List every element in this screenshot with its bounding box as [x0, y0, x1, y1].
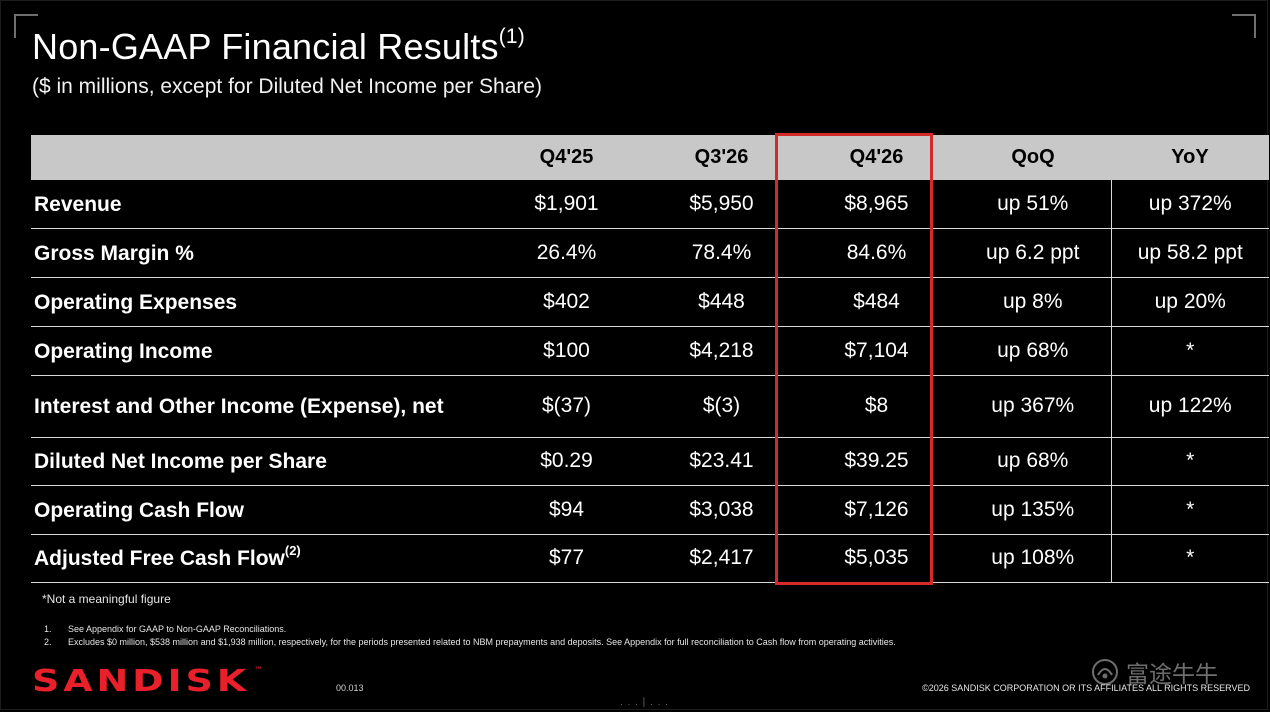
cell-q4-26: $5,035 — [844, 546, 909, 569]
row-label: Adjusted Free Cash Flow(2) — [31, 534, 488, 582]
footnote-2: 2. Excludes $0 million, $538 million and … — [44, 637, 896, 647]
cell-qoq: up 135% — [991, 497, 1075, 521]
row-label: Interest and Other Income (Expense), net — [31, 375, 488, 437]
corner-mark-top-right — [1232, 14, 1256, 38]
cell-qoq: up 8% — [1002, 289, 1063, 313]
cell-q4-25: $1,901 — [534, 191, 599, 215]
sandisk-logo-trademark: ™ — [254, 666, 263, 676]
cell-qoq: up 51% — [997, 191, 1069, 215]
cell-q4-25: $100 — [543, 338, 590, 362]
slide-title-footnote-ref: (1) — [498, 25, 525, 48]
footnote-number: 1. — [44, 624, 52, 634]
sandisk-logo: SANDISK ™ — [32, 663, 272, 702]
footnote-1: 1. See Appendix for GAAP to Non-GAAP Reco… — [44, 624, 286, 634]
cell-q4-25: $(37) — [541, 394, 592, 417]
row-label-text: Revenue — [34, 192, 122, 216]
slide-nav-dots: . . . | . . . — [620, 697, 669, 708]
table-row: Operating Income $100 $4,218 $7,104 up 6… — [31, 326, 1269, 375]
header-cell-yoy: YoY — [1171, 146, 1209, 168]
cell-qoq: up 6.2 ppt — [986, 240, 1080, 264]
row-label-text: Gross Margin % — [34, 241, 194, 265]
header-cell-q3-26: Q3'26 — [694, 146, 749, 168]
table-row: Adjusted Free Cash Flow(2) $77 $2,417 $5… — [31, 534, 1269, 582]
cell-q4-26: $39.25 — [844, 449, 909, 472]
cell-yoy: * — [1110, 534, 1269, 582]
futu-logo-icon — [1092, 659, 1118, 685]
futu-watermark: 富途牛牛 — [1090, 655, 1218, 689]
cell-q4-25: 26.4% — [536, 240, 597, 264]
row-label: Operating Cash Flow — [31, 485, 488, 534]
row-label: Revenue — [31, 180, 488, 228]
cell-yoy: * — [1110, 437, 1269, 485]
row-label-text: Operating Expenses — [34, 290, 238, 314]
cell-qoq: up 367% — [991, 394, 1075, 417]
row-label: Operating Income — [31, 326, 488, 375]
cell-q3-26: $5,950 — [689, 191, 754, 215]
cell-q3-26: $448 — [698, 289, 745, 313]
cell-q3-26: $4,218 — [689, 338, 754, 362]
cell-q4-26: $8,965 — [844, 191, 909, 215]
cell-q4-26: $8 — [864, 394, 889, 417]
cell-q4-25: $94 — [548, 497, 585, 521]
table-row: Operating Expenses $402 $448 $484 up 8% … — [31, 277, 1269, 326]
row-label-text: Interest and Other Income (Expense), net — [34, 395, 444, 418]
slide-subtitle: ($ in millions, except for Diluted Net I… — [32, 75, 543, 98]
financial-results-table: Q4'25 Q3'26 Q4'26 QoQ YoY Revenue $1,901… — [31, 135, 1269, 583]
cell-yoy: up 372% — [1110, 180, 1269, 228]
watermark-text: 富途牛牛 — [1126, 662, 1218, 688]
cell-q4-26: $7,104 — [844, 338, 909, 362]
cell-q4-25: $402 — [543, 289, 590, 313]
footnote-text: See Appendix for GAAP to Non-GAAP Reconc… — [68, 624, 287, 634]
row-label: Diluted Net Income per Share — [31, 437, 488, 485]
page-number: 00.013 — [336, 683, 364, 693]
cell-q4-26: $7,126 — [844, 497, 909, 521]
cell-qoq: up 68% — [997, 449, 1069, 472]
table-row: Diluted Net Income per Share $0.29 $23.4… — [31, 437, 1269, 485]
not-meaningful-note: *Not a meaningful figure — [42, 592, 171, 606]
cell-yoy: up 58.2 ppt — [1110, 228, 1269, 277]
cell-q3-26: $2,417 — [689, 546, 754, 569]
slide-title-text: Non-GAAP Financial Results — [32, 26, 499, 67]
cell-q3-26: $(3) — [702, 394, 741, 417]
row-label: Gross Margin % — [31, 228, 488, 277]
row-label-text: Operating Cash Flow — [34, 498, 245, 522]
row-label-text: Adjusted Free Cash Flow — [34, 547, 285, 570]
cell-yoy: * — [1110, 485, 1269, 534]
row-label: Operating Expenses — [31, 277, 488, 326]
table-row: Gross Margin % 26.4% 78.4% 84.6% up 6.2 … — [31, 228, 1269, 277]
table-row: Revenue $1,901 $5,950 $8,965 up 51% up 3… — [31, 180, 1269, 228]
header-cell-q4-25: Q4'25 — [539, 146, 594, 168]
cell-q4-26: 84.6% — [846, 240, 907, 264]
cell-q4-25: $0.29 — [540, 449, 593, 472]
sandisk-logo-text: SANDISK — [32, 664, 250, 697]
footnote-number: 2. — [44, 637, 52, 647]
cell-q3-26: $3,038 — [689, 497, 754, 521]
row-label-text: Operating Income — [34, 339, 213, 363]
copyright-notice: ©2026 SANDISK CORPORATION OR ITS AFFILIA… — [922, 683, 1250, 693]
cell-q3-26: 78.4% — [691, 240, 752, 264]
header-cell-qoq: QoQ — [1011, 146, 1055, 168]
table-row: Interest and Other Income (Expense), net… — [31, 375, 1269, 437]
slide-title: Non-GAAP Financial Results(1) — [32, 25, 525, 68]
cell-yoy: up 20% — [1110, 277, 1269, 326]
cell-yoy: * — [1110, 326, 1269, 375]
cell-qoq: up 68% — [997, 338, 1069, 362]
footnote-text: Excludes $0 million, $538 million and $1… — [68, 637, 896, 647]
cell-qoq: up 108% — [991, 546, 1075, 569]
cell-q4-25: $77 — [548, 546, 585, 569]
row-label-text: Diluted Net Income per Share — [34, 450, 327, 473]
table-row: Operating Cash Flow $94 $3,038 $7,126 up… — [31, 485, 1269, 534]
header-cell-q4-26: Q4'26 — [849, 146, 904, 168]
table-header-row: Q4'25 Q3'26 Q4'26 QoQ YoY — [31, 135, 1269, 180]
row-label-sup: (2) — [284, 543, 301, 558]
cell-yoy: up 122% — [1110, 375, 1269, 437]
cell-q3-26: $23.41 — [689, 449, 754, 472]
corner-mark-top-left — [14, 14, 38, 38]
cell-q4-26: $484 — [853, 289, 900, 313]
header-cell-label — [31, 135, 488, 180]
